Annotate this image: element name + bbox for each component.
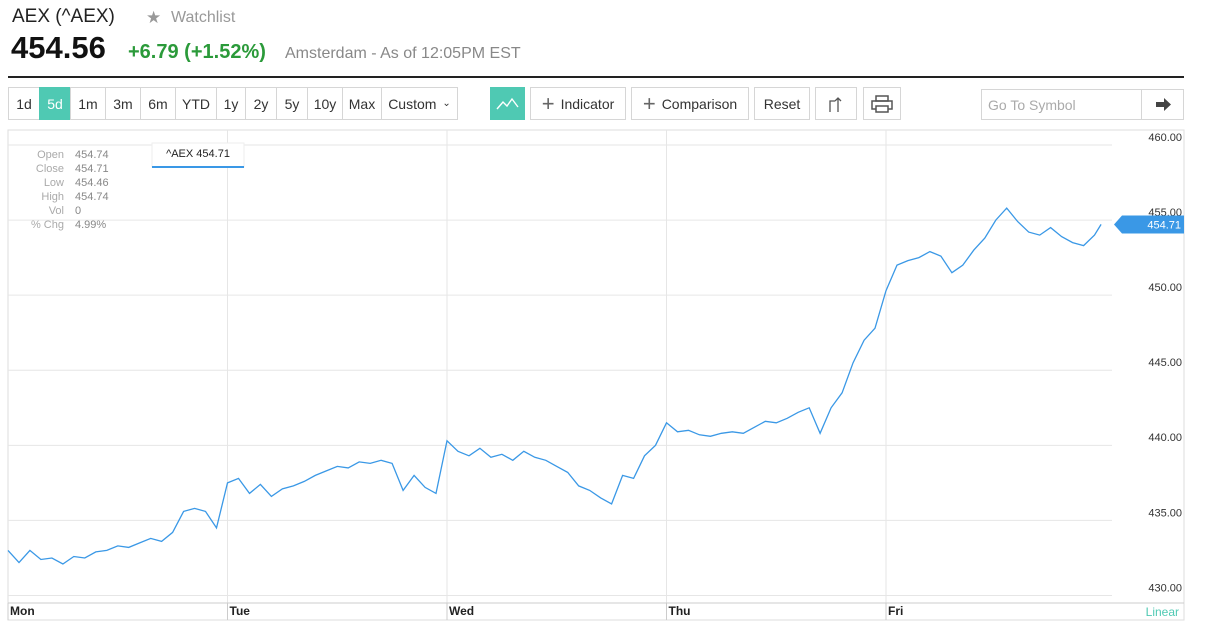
search-box[interactable]: Go To Symbol [981, 89, 1184, 120]
custom-dropdown[interactable]: Custom ⌄ [381, 87, 458, 120]
y-tick-label: 445.00 [1148, 357, 1182, 369]
x-tick-label: Mon [10, 604, 35, 618]
range-button[interactable]: YTD [175, 87, 217, 120]
info-label: Open [37, 149, 64, 161]
print-icon [871, 94, 893, 113]
print-button[interactable] [863, 87, 901, 120]
range-button[interactable]: 1y [216, 87, 246, 120]
range-button-label: 3m [113, 95, 133, 112]
comparison-button-label: Comparison [661, 95, 738, 112]
info-value: 454.71 [75, 163, 109, 175]
range-button[interactable]: 1m [70, 87, 106, 120]
indicator-button-label: Indicator [560, 95, 615, 112]
star-icon[interactable]: ★ [146, 8, 162, 27]
share-icon [829, 96, 842, 112]
range-button-label: 2y [253, 95, 269, 112]
change: +6.79 (+1.52%) [128, 41, 266, 64]
range-button[interactable]: 6m [140, 87, 176, 120]
range-button[interactable]: 10y [307, 87, 343, 120]
x-tick-label: Fri [888, 604, 903, 618]
price: 454.56 [11, 30, 106, 65]
title: AEX (^AEX) [12, 6, 115, 27]
last-price-label: 454.71 [1147, 219, 1181, 231]
info-value: 4.99% [75, 219, 106, 231]
change-pct: (+1.52%) [184, 41, 266, 63]
info-label: % Chg [31, 219, 64, 231]
plus-icon: + [541, 90, 555, 116]
x-tick-label: Thu [669, 604, 691, 618]
range-button[interactable]: 5y [276, 87, 308, 120]
plot-frame [7, 129, 1185, 621]
reset-button-label: Reset [763, 95, 801, 112]
scale-label: Linear [1146, 605, 1179, 619]
y-tick-label: 440.00 [1148, 432, 1182, 444]
y-tick-label: 450.00 [1148, 282, 1182, 294]
tooltip-box [151, 142, 245, 168]
comparison-button[interactable]: + Comparison [631, 87, 749, 120]
info-value: 454.74 [75, 149, 109, 161]
info-value: 454.46 [75, 177, 109, 189]
x-tick-label: Tue [230, 604, 251, 618]
caret: ⌄ [442, 98, 451, 109]
range-button[interactable]: 2y [245, 87, 277, 120]
x-tick-label: Wed [449, 604, 474, 618]
market-info: Amsterdam - As of 12:05PM EST [285, 45, 521, 62]
search-placeholder: Go To Symbol [988, 97, 1076, 113]
range-button-label: 5y [284, 95, 300, 112]
custom-dropdown-label: Custom [388, 95, 437, 112]
range-button-label: 1d [16, 95, 32, 112]
indicator-button[interactable]: + Indicator [530, 87, 626, 120]
y-tick-label: 430.00 [1148, 582, 1182, 594]
range-button-label: 1y [223, 95, 239, 112]
price-line [7, 207, 1102, 565]
range-button-label: YTD [182, 95, 210, 112]
range-button-label: Max [348, 95, 376, 112]
plus-icon: + [642, 90, 656, 116]
y-tick-label: 435.00 [1148, 507, 1182, 519]
info-label: Vol [49, 205, 64, 217]
chart-type-button[interactable] [490, 87, 525, 120]
range-button[interactable]: 5d [39, 87, 71, 120]
tooltip-label: ^AEX 454.71 [166, 148, 230, 160]
info-value: 0 [75, 205, 81, 217]
share-button[interactable] [815, 87, 857, 120]
y-tick-label: 460.00 [1148, 132, 1182, 144]
range-button[interactable]: Max [342, 87, 382, 120]
arrow-icon [1156, 98, 1171, 111]
range-button[interactable]: 1d [8, 87, 40, 120]
y-tick-label: 455.00 [1148, 207, 1182, 219]
change-value: +6.79 [128, 41, 179, 63]
watchlist-link[interactable]: Watchlist [171, 9, 236, 26]
last-price-tag [1114, 215, 1184, 234]
line-icon [495, 97, 519, 109]
search-go[interactable] [1141, 90, 1183, 119]
info-label: Low [44, 177, 64, 189]
divider [8, 76, 1184, 78]
info-label: Close [36, 163, 64, 175]
range-button-label: 1m [78, 95, 98, 112]
info-value: 454.74 [75, 191, 109, 203]
range-button[interactable]: 3m [105, 87, 141, 120]
info-label: High [41, 191, 64, 203]
range-button-label: 5d [47, 95, 63, 112]
range-button-label: 10y [313, 95, 337, 112]
reset-button[interactable]: Reset [754, 87, 810, 120]
range-button-label: 6m [148, 95, 168, 112]
